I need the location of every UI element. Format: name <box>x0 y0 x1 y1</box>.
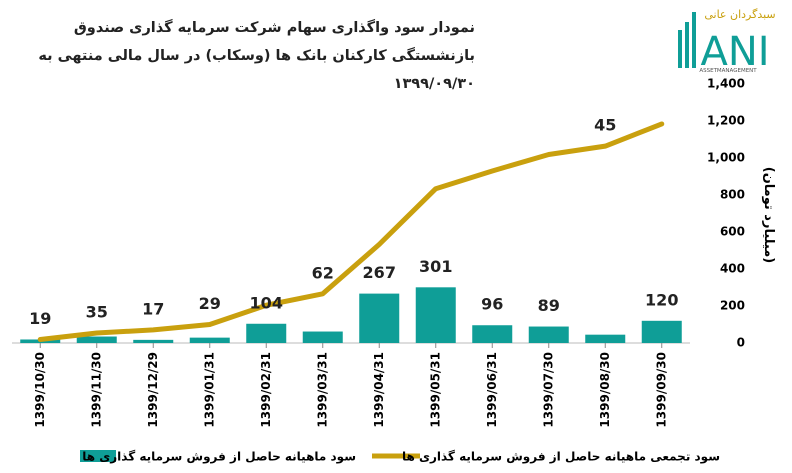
bar <box>189 337 230 343</box>
x-tick-label: 1399/04/31 <box>372 352 386 428</box>
bar <box>76 336 117 343</box>
y-tick-label: 1,400 <box>707 77 745 91</box>
y-axis-title: (میلیارد تومان) <box>761 167 776 264</box>
logo-bar <box>685 22 689 68</box>
data-label: 19 <box>29 309 51 328</box>
chart-title: نمودار سود واگذاری سهام شرکت سرمایه گذار… <box>38 20 475 92</box>
x-tick-label: 1399/02/31 <box>259 352 273 428</box>
data-label: 45 <box>594 116 616 135</box>
x-tick-label: 1399/11/30 <box>89 352 103 428</box>
x-tick-label: 1399/05/31 <box>428 352 442 428</box>
y-tick-label: 600 <box>720 225 745 239</box>
x-tick-label: 1399/03/31 <box>315 352 329 428</box>
x-tick-label: 1399/07/30 <box>541 352 555 428</box>
bar <box>641 320 682 343</box>
logo-brand: سبدگردان عانی <box>704 8 775 21</box>
legend-label: سود ماهیانه حاصل از فروش سرمایه گذاری ها <box>82 450 356 465</box>
logo-name: ANI <box>700 29 769 75</box>
logo-tagline: ASSETMANAGEMENT <box>699 68 757 74</box>
data-label: 62 <box>312 263 334 282</box>
data-label: 29 <box>199 294 221 313</box>
line <box>37 121 665 342</box>
y-tick-label: 0 <box>737 336 745 350</box>
bar <box>528 326 569 343</box>
x-tick-label: 1399/09/30 <box>654 352 668 428</box>
bar <box>246 323 287 343</box>
bar <box>585 334 626 343</box>
x-tick-label: 1399/10/30 <box>33 352 47 428</box>
data-label: 120 <box>645 290 678 309</box>
x-tick-label: 1399/08/30 <box>598 352 612 428</box>
x-tick-label: 1399/12/29 <box>146 352 160 428</box>
bar <box>415 287 456 343</box>
y-tick-label: 1,000 <box>707 151 745 165</box>
y-tick-label: 1,200 <box>707 114 745 128</box>
logo-bar <box>678 30 682 68</box>
bar <box>472 325 513 343</box>
bar <box>359 293 400 343</box>
x-tick-label: 1399/01/31 <box>202 352 216 428</box>
x-tick-label: 1399/06/31 <box>485 352 499 428</box>
data-label: 96 <box>481 295 503 314</box>
logo-bar <box>692 12 696 68</box>
bar <box>302 331 343 343</box>
data-label: 17 <box>142 299 164 318</box>
y-tick-label: 800 <box>720 188 745 202</box>
data-label: 35 <box>86 303 108 322</box>
y-tick-label: 400 <box>720 262 745 276</box>
data-label: 104 <box>250 293 283 312</box>
bar <box>133 339 174 343</box>
legend-label: سود تجمعی ماهیانه حاصل از فروش سرمایه گذ… <box>402 450 720 465</box>
legend-swatch <box>80 450 116 462</box>
data-label: 89 <box>538 296 560 315</box>
data-label: 301 <box>419 257 452 276</box>
data-label: 267 <box>363 263 396 282</box>
y-tick-label: 200 <box>720 299 745 313</box>
logo: سبدگردان عانی ANI ASSETMANAGEMENT <box>678 8 776 75</box>
